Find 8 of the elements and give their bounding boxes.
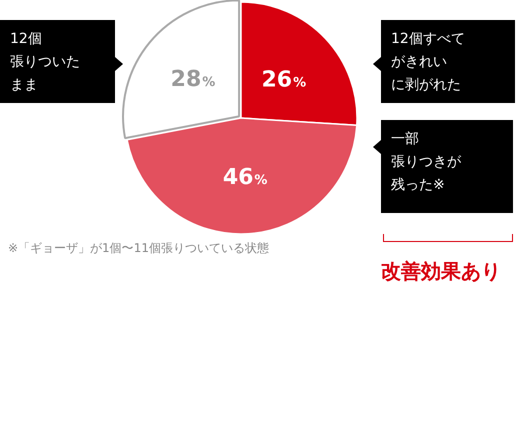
slice-label: 12個すべてがきれいに剥がれた (391, 30, 466, 95)
slice-label: 一部張りつきが残った※ (391, 130, 462, 195)
text: ※「ギョーザ」が1個〜11個張りついている状態 (8, 240, 269, 257)
data-label: 26% (261, 67, 306, 92)
data-label: 28% (170, 66, 216, 92)
text: 改善効果あり (381, 258, 501, 285)
data-label: 46% (222, 164, 268, 190)
slice-label: 12個張りついたまま (10, 30, 81, 95)
